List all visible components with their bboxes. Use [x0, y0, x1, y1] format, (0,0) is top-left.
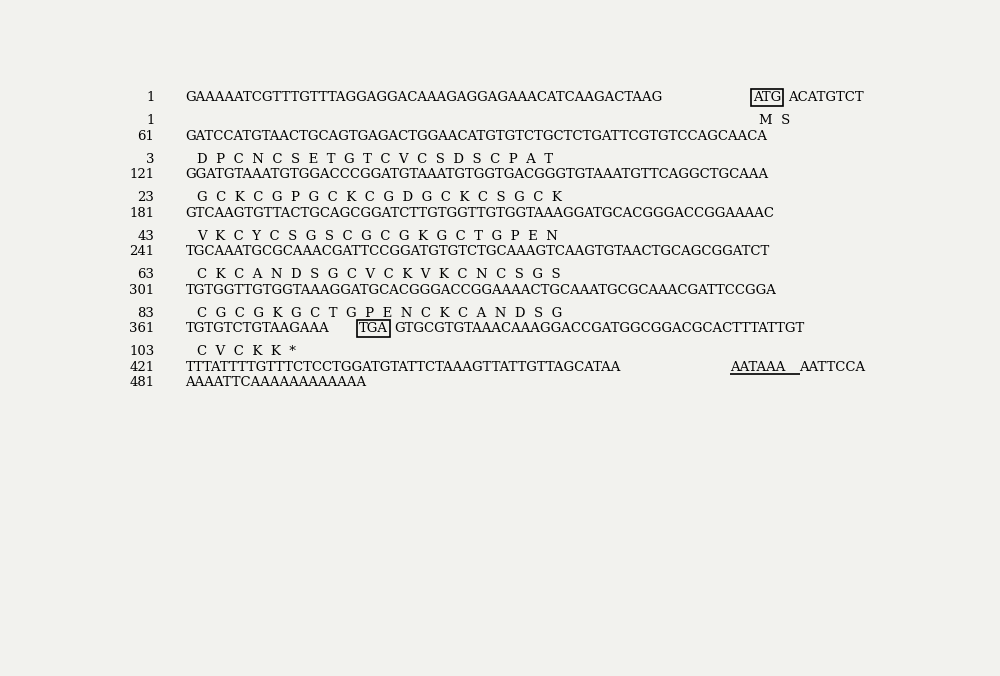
Text: 1: 1 — [146, 91, 154, 104]
Text: TGA: TGA — [359, 322, 388, 335]
Text: 421: 421 — [129, 360, 154, 374]
Text: 83: 83 — [138, 307, 154, 320]
Text: GTCAAGTGTTACTGCAGCGGATCTTGTGGTTGTGGTAAAGGATGCACGGGACCGGAAAAC: GTCAAGTGTTACTGCAGCGGATCTTGTGGTTGTGGTAAAG… — [185, 207, 774, 220]
Text: ATG: ATG — [753, 91, 781, 104]
Text: GGATGTAAATGTGGACCCGGATGTAAATGTGGTGACGGGTGTAAATGTTCAGGCTGCAAA: GGATGTAAATGTGGACCCGGATGTAAATGTGGTGACGGGT… — [185, 168, 769, 181]
Text: 103: 103 — [129, 345, 154, 358]
Text: C  K  C  A  N  D  S  G  C  V  C  K  V  K  C  N  C  S  G  S: C K C A N D S G C V C K V K C N C S G S — [197, 268, 561, 281]
Text: 61: 61 — [138, 130, 154, 143]
Text: TGCAAATGCGCAAACGATTCCGGATGTGTCTGCAAAGTCAAGTGTAACTGCAGCGGATCT: TGCAAATGCGCAAACGATTCCGGATGTGTCTGCAAAGTCA… — [185, 245, 770, 258]
Text: GAAAAATCGTTTGTTTAGGAGGACAAAGAGGAGAAACATCAAGACTAAG: GAAAAATCGTTTGTTTAGGAGGACAAAGAGGAGAAACATC… — [185, 91, 663, 104]
Text: AATTCCA: AATTCCA — [800, 360, 866, 374]
Text: 121: 121 — [129, 168, 154, 181]
Text: 1: 1 — [146, 114, 154, 127]
Text: AAAATTCAAAAAAAAAAAA: AAAATTCAAAAAAAAAAAA — [185, 376, 367, 389]
Text: V  K  C  Y  C  S  G  S  C  G  C  G  K  G  C  T  G  P  E  N: V K C Y C S G S C G C G K G C T G P E N — [197, 230, 558, 243]
Text: G  C  K  C  G  P  G  C  K  C  G  D  G  C  K  C  S  G  C  K: G C K C G P G C K C G D G C K C S G C K — [197, 191, 562, 204]
Text: 3: 3 — [146, 153, 154, 166]
Text: TGTGTCTGTAAGAAA: TGTGTCTGTAAGAAA — [185, 322, 329, 335]
Text: AATAAA: AATAAA — [730, 360, 785, 374]
Text: TGTGGTTGTGGTAAAGGATGCACGGGACCGGAAAACTGCAAATGCGCAAACGATTCCGGA: TGTGGTTGTGGTAAAGGATGCACGGGACCGGAAAACTGCA… — [185, 284, 776, 297]
Text: 241: 241 — [129, 245, 154, 258]
Text: TTTATTTTGTTTCTCCTGGATGTATTCTAAAGTTATTGTTAGCATAA: TTTATTTTGTTTCTCCTGGATGTATTCTAAAGTTATTGTT… — [185, 360, 621, 374]
Text: C  V  C  K  K  *: C V C K K * — [197, 345, 296, 358]
Text: 43: 43 — [138, 230, 154, 243]
Text: M  S: M S — [759, 114, 790, 127]
Text: 23: 23 — [138, 191, 154, 204]
Text: GATCCATGTAACTGCAGTGAGACTGGAACATGTGTCTGCTCTGATTCGTGTCCAGCAACA: GATCCATGTAACTGCAGTGAGACTGGAACATGTGTCTGCT… — [185, 130, 767, 143]
Text: ACATGTCT: ACATGTCT — [788, 91, 864, 104]
Text: 181: 181 — [129, 207, 154, 220]
Text: 361: 361 — [129, 322, 154, 335]
Text: 481: 481 — [129, 376, 154, 389]
Text: 63: 63 — [137, 268, 154, 281]
Text: D  P  C  N  C  S  E  T  G  T  C  V  C  S  D  S  C  P  A  T: D P C N C S E T G T C V C S D S C P A T — [197, 153, 553, 166]
Text: C  G  C  G  K  G  C  T  G  P  E  N  C  K  C  A  N  D  S  G: C G C G K G C T G P E N C K C A N D S G — [197, 307, 562, 320]
Text: GTGCGTGTAAACAAAGGACCGATGGCGGACGCACTTTATTGT: GTGCGTGTAAACAAAGGACCGATGGCGGACGCACTTTATT… — [394, 322, 804, 335]
Text: 301: 301 — [129, 284, 154, 297]
